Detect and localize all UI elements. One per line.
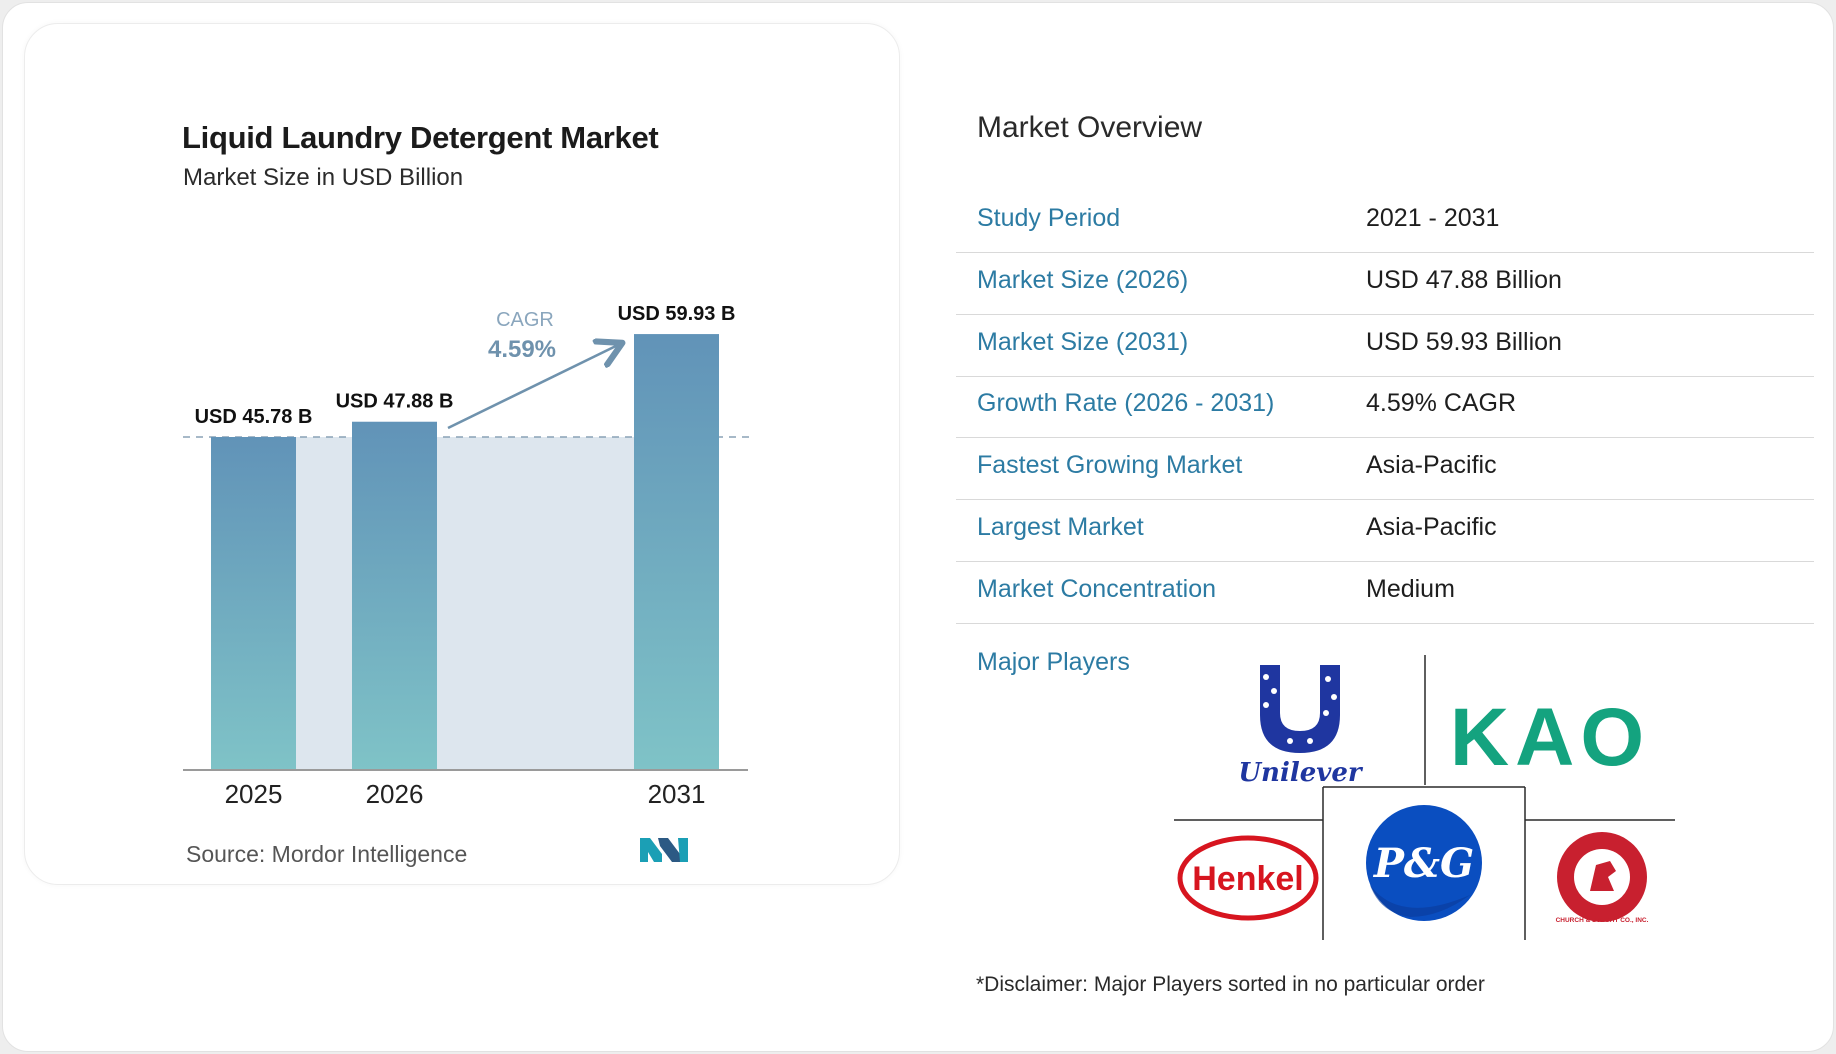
unilever-logo: Unilever	[1238, 665, 1364, 788]
overview-row: Market Concentration Medium	[956, 561, 1814, 624]
overview-row-key: Market Concentration	[977, 575, 1217, 603]
svg-text:Henkel: Henkel	[1192, 860, 1304, 898]
overview-row-value: 4.59% CAGR	[1366, 389, 1517, 417]
overview-row: Study Period 2021 - 2031	[956, 190, 1814, 253]
overview-row-value: 2021 - 2031	[1366, 204, 1500, 232]
bar-2026	[352, 421, 437, 770]
overview-row: Market Size (2031) USD 59.93 Billion	[956, 314, 1814, 377]
major-players-label: Major Players	[977, 648, 1130, 676]
overview-title: Market Overview	[977, 111, 1203, 144]
bar-value-label: USD 59.93 B	[618, 303, 736, 325]
overview-row: Growth Rate (2026 - 2031) 4.59% CAGR	[956, 375, 1814, 438]
disclaimer: *Disclaimer: Major Players sorted in no …	[976, 973, 1485, 996]
kao-logo: KAO	[1450, 692, 1650, 783]
overview-row-key: Fastest Growing Market	[977, 451, 1243, 479]
x-tick-label: 2026	[366, 779, 424, 809]
source-note: Source: Mordor Intelligence	[186, 841, 468, 867]
unilever-wordmark: Unilever	[1238, 758, 1364, 788]
overview-row-key: Market Size (2031)	[977, 328, 1189, 356]
cagr-value: 4.59%	[488, 336, 556, 363]
overview-row-key: Largest Market	[977, 513, 1144, 541]
overview-row-key: Growth Rate (2026 - 2031)	[977, 389, 1275, 417]
x-tick-label: 2031	[648, 779, 706, 809]
mordor-intelligence-logo	[640, 838, 688, 862]
henkel-logo: Henkel	[1177, 835, 1319, 921]
overview-row-key: Study Period	[977, 204, 1121, 232]
chart-title: Liquid Laundry Detergent Market	[182, 120, 659, 155]
church-dwight-logo: CHURCH & DWIGHT CO., INC.	[1556, 832, 1649, 924]
x-tick-label: 2025	[225, 779, 283, 809]
bar-chart: USD 45.78 B 2025 USD 47.88 B 2026 USD 59.93 …	[183, 303, 752, 809]
overview-row-value: USD 47.88 Billion	[1366, 266, 1562, 294]
major-players-logos: Unilever KAO Henkel P&G CHURCH & DWIGHT …	[1174, 655, 1675, 940]
bar-2025	[211, 437, 296, 770]
pg-logo: P&G	[1366, 805, 1482, 921]
overview-row: Fastest Growing Market Asia-Pacific	[956, 437, 1814, 500]
chart-subtitle: Market Size in USD Billion	[183, 164, 464, 191]
overview-row-value: Asia-Pacific	[1366, 451, 1497, 479]
overview-row-value: Asia-Pacific	[1366, 513, 1497, 541]
cagr-label: CAGR	[496, 309, 554, 331]
svg-text:CHURCH & DWIGHT CO., INC.: CHURCH & DWIGHT CO., INC.	[1556, 917, 1649, 924]
cagr-arrow	[447, 344, 620, 430]
bar-value-label: USD 47.88 B	[336, 391, 454, 413]
bar-2031	[634, 334, 719, 770]
overview-row-value: Medium	[1366, 575, 1455, 603]
bar-value-label: USD 45.78 B	[195, 406, 313, 428]
overview-row: Largest Market Asia-Pacific	[956, 499, 1814, 562]
overview-row: Market Size (2026) USD 47.88 Billion	[956, 252, 1814, 315]
overview-row-key: Market Size (2026)	[977, 266, 1189, 294]
overview-row-value: USD 59.93 Billion	[1366, 328, 1562, 356]
svg-text:P&G: P&G	[1373, 840, 1474, 887]
